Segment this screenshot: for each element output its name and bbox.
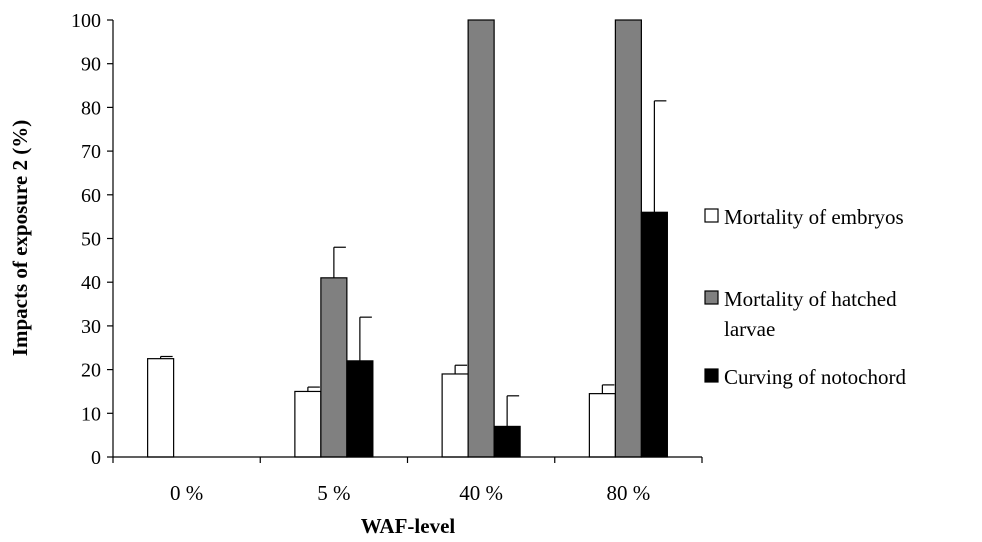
bar [346,360,374,458]
bars-layer [147,19,668,458]
bar [640,211,668,458]
y-tick-label: 70 [81,141,101,163]
y-tick-label: 60 [81,185,101,207]
legend-label: larvae [724,317,775,341]
y-axis-title: Impacts of exposure 2 (%) [8,120,32,356]
x-category-label: 40 % [459,481,503,505]
legend-swatch [704,208,719,223]
y-tick-label: 10 [81,403,101,425]
y-tick-label: 90 [81,54,101,76]
legend-label: Curving of notochord [724,365,906,389]
x-category-label: 5 % [317,481,350,505]
ticks-layer: 0 10 20 30 40 50 60 70 80 90 100 0 % 5 % 40 % 80 % [71,10,703,505]
bar [614,19,642,458]
legend-swatch [704,368,719,383]
y-tick-label: 0 [91,447,101,469]
bar [147,358,175,458]
bar [467,19,495,458]
y-tick-label: 50 [81,229,101,251]
bar [320,277,348,458]
y-tick-label: 20 [81,360,101,382]
legend: Mortality of embryos Mortality of hatched… [704,205,906,389]
y-tick-label: 40 [81,272,101,294]
x-category-label: 80 % [607,481,651,505]
y-tick-label: 30 [81,316,101,338]
bar [441,373,469,458]
legend-label: Mortality of hatched [724,287,897,311]
x-axis-title: WAF-level [361,514,456,538]
x-category-label: 0 % [170,481,203,505]
bar [493,425,521,458]
labels-layer: Impacts of exposure 2 (%) WAF-level [8,120,455,538]
y-tick-label: 100 [71,10,101,32]
axes-layer [112,20,702,458]
legend-swatch [704,290,719,305]
y-tick-label: 80 [81,97,101,119]
legend-label: Mortality of embryos [724,205,904,229]
bar [294,390,322,458]
bar [588,393,616,458]
